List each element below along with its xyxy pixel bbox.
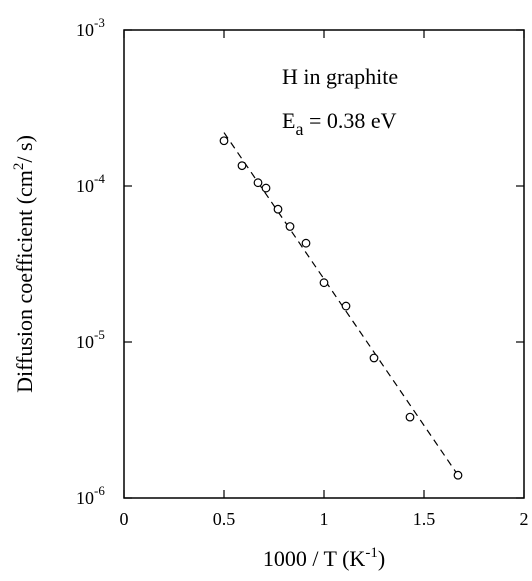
y-tick-label-exp: -5 [94, 327, 105, 342]
y-tick-label: 10-3 [76, 15, 105, 40]
x-tick-label: 1.5 [413, 509, 436, 529]
y-tick-label: 10-6 [76, 483, 105, 508]
x-axis-title-sup: -1 [365, 545, 378, 561]
annotation-line1: H in graphite [282, 64, 398, 89]
y-tick-label-exp: -3 [94, 15, 105, 30]
data-point [219, 136, 229, 146]
annotation-activation-energy: Ea = 0.38 eV [282, 108, 397, 139]
x-axis-title-end: ) [378, 546, 385, 571]
data-point [301, 238, 311, 248]
y-tick-label-base: 10 [76, 176, 94, 196]
data-point [273, 204, 283, 214]
y-axis-title-main: Diffusion coefficient (cm [12, 170, 37, 393]
annotation-e-value: = 0.38 eV [303, 108, 396, 133]
annotation-e: E [282, 108, 295, 133]
y-tick-label-base: 10 [76, 488, 94, 508]
plot-frame [123, 29, 525, 499]
y-tick-label: 10-4 [76, 171, 105, 196]
x-tick-label: 2 [520, 509, 529, 529]
y-axis-title-sup: 2 [11, 163, 27, 171]
x-axis-title: 1000 / T (K-1) [263, 545, 385, 571]
data-point [319, 278, 329, 288]
data-point [237, 161, 247, 171]
data-point [453, 470, 463, 480]
x-tick-label: 1 [320, 509, 329, 529]
y-axis-title: Diffusion coefficient (cm2/ s) [11, 135, 37, 393]
y-tick-label-base: 10 [76, 20, 94, 40]
data-point [261, 183, 271, 193]
data-point [369, 353, 379, 363]
fit-line-layer [223, 132, 459, 476]
x-tick-label: 0.5 [213, 509, 236, 529]
annotation-e-subscript: a [295, 119, 303, 139]
fit-line [223, 132, 459, 476]
y-tick-label-base: 10 [76, 332, 94, 352]
y-axis-title-end: / s) [12, 135, 37, 163]
data-point [285, 222, 295, 231]
data-points-layer [219, 136, 463, 480]
data-point [405, 412, 415, 422]
y-tick-label: 10-5 [76, 327, 105, 352]
y-tick-label-exp: -4 [94, 171, 105, 186]
data-point [253, 178, 263, 188]
y-tick-label-exp: -6 [94, 483, 105, 498]
axis-ticks: 0 0.5 1 1.5 210-610-510-410-3 [76, 15, 529, 529]
x-axis-title-main: 1000 / T (K [263, 546, 366, 571]
data-point [341, 301, 351, 311]
x-tick-label: 0 [120, 509, 129, 529]
